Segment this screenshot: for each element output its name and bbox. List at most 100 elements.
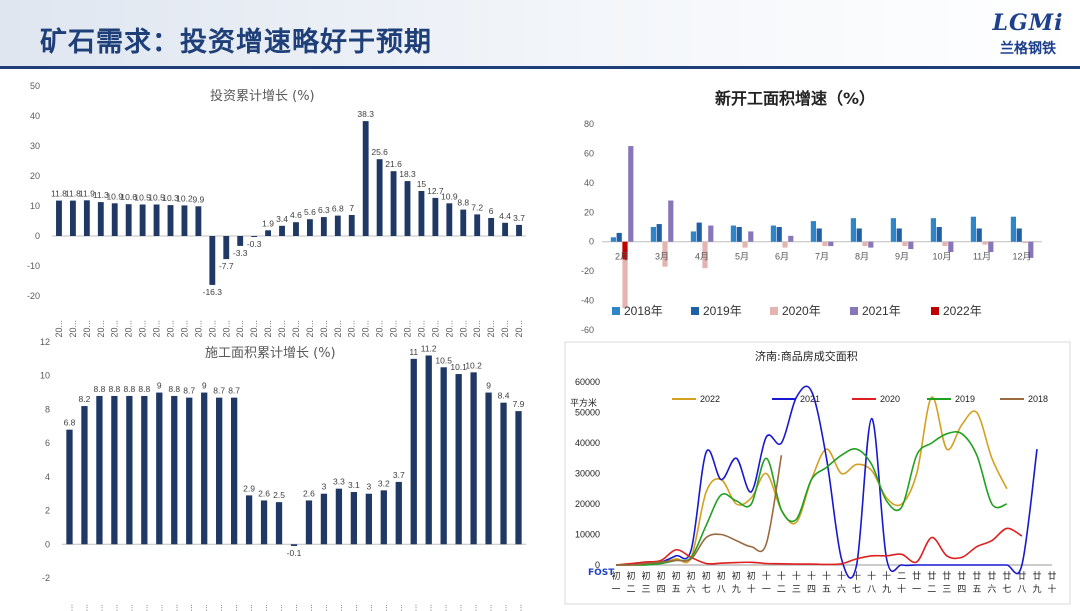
bar — [126, 395, 133, 545]
bar — [167, 205, 174, 236]
new-construction-growth-chart: 新开工面积增速（%） -60 -40 -20 0 20 40 60 80 2月 3月 4月 5月 6月 7月… — [581, 89, 1042, 335]
bar — [260, 500, 268, 545]
bar — [195, 206, 202, 236]
legend-label: 2020 — [880, 394, 900, 404]
data-label: 11 — [409, 347, 418, 357]
legend-label: 2022年 — [943, 304, 982, 318]
legend-swatch — [691, 307, 699, 315]
x-tick-label: 20... — [169, 604, 179, 611]
bar — [656, 224, 662, 242]
bar — [1022, 241, 1028, 244]
x-tick-label-bottom: 十 — [747, 583, 756, 595]
bar — [425, 355, 432, 545]
x-tick-label-bottom: 九 — [732, 584, 741, 595]
x-tick-label-top: 十 — [777, 570, 786, 582]
x-tick-label-bottom: 三 — [942, 585, 951, 595]
bar — [1010, 216, 1016, 242]
x-tick-label-top: 十 — [882, 570, 891, 582]
x-tick-label: 20... — [82, 320, 92, 338]
bar — [209, 236, 216, 285]
x-tick-label: 20... — [319, 320, 329, 338]
x-tick-label: 20... — [64, 604, 74, 611]
x-tick-label: 20... — [304, 604, 314, 611]
data-label: 8.7 — [228, 386, 240, 396]
y-tick-label: 80 — [584, 119, 594, 129]
bar — [948, 241, 954, 253]
x-tick-label: 20... — [334, 604, 344, 611]
chart-title: 投资累计增长 (%) — [210, 88, 315, 104]
data-label: -7.7 — [219, 261, 234, 271]
bar — [446, 203, 453, 236]
bar — [201, 392, 208, 545]
y-tick-label: 50000 — [575, 408, 600, 418]
bar — [306, 219, 313, 236]
x-tick-label-top: 廿 — [957, 570, 966, 582]
data-label: 2.9 — [243, 483, 255, 493]
data-label: 18.3 — [399, 169, 416, 179]
bar — [320, 493, 328, 545]
y-tick-label: 8 — [45, 404, 50, 414]
data-label: 7.9 — [513, 399, 525, 409]
bar — [410, 358, 417, 545]
bar — [305, 500, 313, 545]
bar — [822, 241, 828, 247]
bar — [335, 488, 343, 545]
x-tick-label: 20... — [439, 604, 449, 611]
x-tick-label-bottom: 九 — [882, 584, 891, 595]
bar — [502, 222, 509, 236]
x-tick-label-top: 廿 — [1002, 570, 1011, 582]
x-tick-label-bottom: 七 — [1002, 584, 1011, 595]
x-tick-label-bottom: 一 — [912, 585, 921, 595]
x-tick-label: 2月 — [615, 252, 629, 262]
x-tick-label-bottom: 四 — [957, 585, 966, 595]
x-tick-label: 20... — [416, 320, 426, 338]
bar — [111, 395, 118, 545]
bar — [395, 481, 402, 545]
y-tick-label: 0 — [45, 539, 50, 549]
x-tick-label: 20... — [364, 604, 374, 611]
bar — [742, 241, 748, 248]
data-label: 8.8 — [168, 384, 180, 394]
data-label: 10.5 — [435, 355, 452, 365]
bar — [970, 216, 976, 242]
data-label: 3.7 — [513, 213, 525, 223]
bar — [908, 241, 914, 250]
data-label: -16.3 — [203, 287, 223, 297]
x-tick-label: 20... — [179, 320, 189, 338]
data-label: 3.2 — [378, 478, 390, 488]
data-label: 1.9 — [262, 218, 274, 228]
x-tick-label-bottom: 四 — [807, 585, 816, 595]
x-tick-label: 11月 — [973, 252, 991, 262]
x-tick-label: 20... — [403, 320, 413, 338]
data-label: 10.3 — [162, 193, 179, 203]
x-tick-label: 20... — [109, 604, 119, 611]
x-tick-label-top: 廿 — [1047, 570, 1056, 582]
bar — [97, 202, 104, 236]
y-tick-label: 6 — [45, 438, 50, 448]
y-tick-label: 40000 — [575, 438, 600, 448]
data-label: 7 — [349, 203, 354, 213]
x-tick-label-top: 初 — [687, 570, 696, 582]
bar — [788, 235, 794, 242]
x-tick-label-top: 十 — [807, 570, 816, 582]
bar — [181, 205, 188, 236]
data-label: 9 — [486, 381, 491, 391]
company-logo: LGMi 兰格钢铁 — [982, 10, 1074, 64]
bar — [500, 402, 507, 545]
x-tick-label: 20... — [138, 320, 148, 338]
x-tick-label-top: 廿 — [942, 570, 951, 582]
data-label: 11.8 — [51, 189, 67, 199]
x-tick-label-bottom: 三 — [792, 585, 801, 595]
bar — [81, 406, 88, 545]
x-axis-note: FOST — [588, 568, 615, 578]
data-label: 3.4 — [276, 214, 288, 224]
x-tick-label-bottom: 四 — [657, 585, 666, 595]
bar — [730, 225, 736, 242]
x-tick-label-top: 十 — [792, 570, 801, 582]
x-tick-label: 20... — [199, 604, 209, 611]
bar — [650, 227, 656, 242]
x-tick-label: 20... — [235, 320, 245, 338]
bar — [125, 204, 132, 236]
x-tick-label: 4月 — [695, 252, 709, 262]
bar — [776, 227, 782, 242]
